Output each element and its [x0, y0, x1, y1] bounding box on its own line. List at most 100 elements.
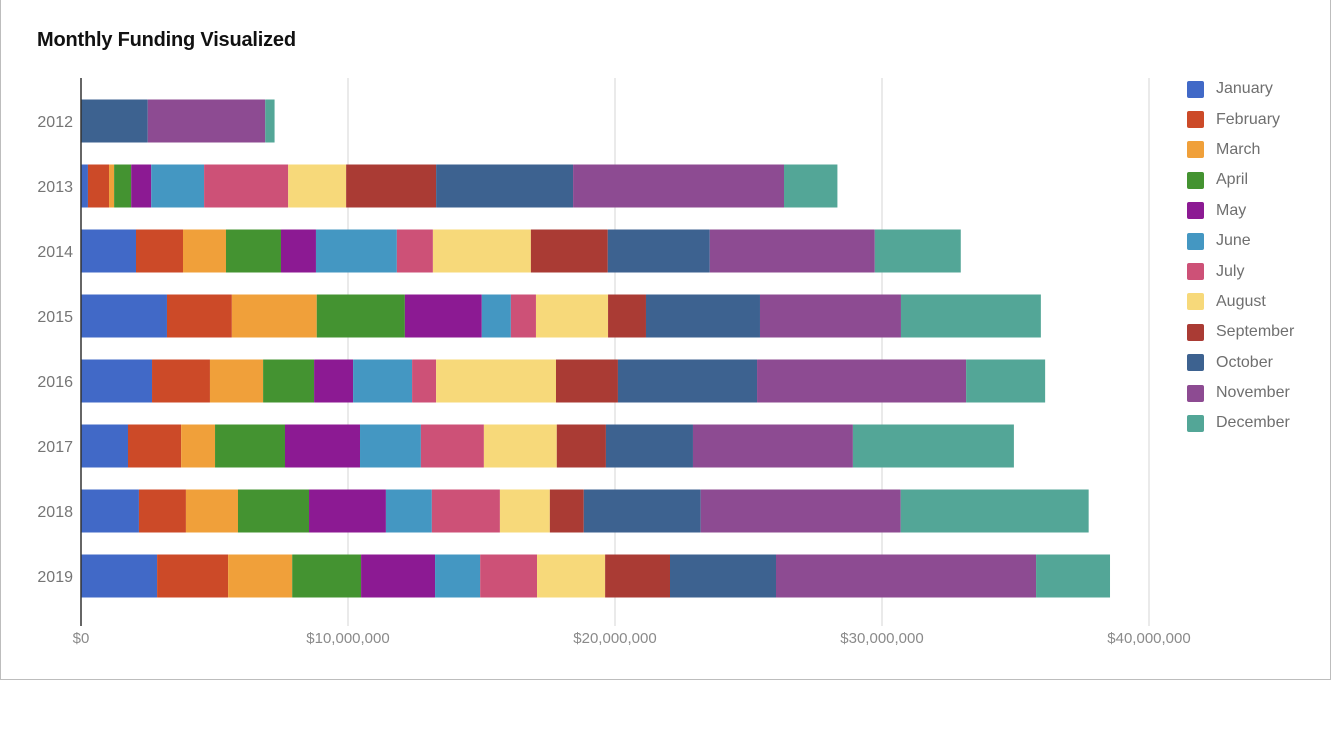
y-tick-label: 2015	[37, 309, 73, 326]
bar-segment-2015-december	[900, 294, 1041, 338]
bar-segment-2019-january	[81, 554, 158, 598]
bar-segment-2015-july	[510, 294, 536, 338]
bar-segment-2019-may	[361, 554, 436, 598]
bar-segment-2013-january	[81, 164, 88, 208]
legend-swatch	[1187, 354, 1204, 372]
bar-segment-2013-september	[346, 164, 437, 208]
bar-segment-2014-july	[396, 229, 433, 273]
legend-swatch	[1187, 141, 1204, 159]
bar-segment-2016-february	[152, 359, 210, 403]
legend-swatch	[1187, 80, 1204, 98]
bar-segment-2013-october	[436, 164, 574, 208]
bar-segment-2019-december	[1036, 554, 1111, 598]
legend-label: September	[1216, 323, 1295, 341]
legend-label: October	[1216, 353, 1273, 371]
bar-segment-2017-december	[852, 424, 1014, 468]
bar-segment-2013-november	[573, 164, 785, 208]
bar-segment-2019-april	[292, 554, 362, 598]
bar-segment-2013-august	[288, 164, 347, 208]
bar-segment-2015-april	[316, 294, 405, 338]
y-tick-label: 2019	[37, 569, 73, 586]
bar-segment-2014-october	[607, 229, 710, 273]
bar-segment-2013-may	[131, 164, 152, 208]
bar-segment-2018-june	[385, 489, 432, 533]
bar-segment-2017-may	[284, 424, 361, 468]
bar-segment-2012-october	[81, 99, 148, 143]
bar-segment-2018-january	[81, 489, 139, 533]
bar-segment-2016-august	[436, 359, 556, 403]
legend-swatch	[1187, 111, 1204, 129]
x-tick-label: $0	[73, 630, 90, 647]
bar-segment-2015-september	[608, 294, 646, 338]
legend-item: January	[1187, 74, 1294, 104]
bar-segment-2013-december	[784, 164, 838, 208]
y-tick-label: 2018	[37, 504, 73, 521]
bar-segment-2017-april	[215, 424, 285, 468]
y-tick-label: 2016	[37, 374, 73, 391]
bar-segment-2014-august	[432, 229, 531, 273]
chart-legend: January February March April May June July Augu…	[1187, 74, 1294, 439]
bar-segment-2016-april	[263, 359, 315, 403]
bar-segment-2018-may	[309, 489, 386, 533]
bar-segment-2014-january	[81, 229, 137, 273]
bar-segment-2014-november	[709, 229, 875, 273]
legend-item: August	[1187, 287, 1294, 317]
bar-segment-2019-november	[776, 554, 1037, 598]
legend-swatch	[1187, 232, 1204, 250]
legend-label: March	[1216, 140, 1261, 158]
bar-segment-2015-march	[231, 294, 317, 338]
legend-label: December	[1216, 414, 1290, 432]
bar-segment-2012-december	[265, 99, 275, 143]
bar-segment-2017-september	[556, 424, 606, 468]
bar-segment-2017-june	[360, 424, 421, 468]
legend-item: November	[1187, 378, 1294, 408]
bar-segment-2017-october	[605, 424, 693, 468]
legend-swatch	[1187, 293, 1204, 311]
bar-segment-2013-june	[151, 164, 205, 208]
bar-segment-2014-march	[182, 229, 226, 273]
legend-item: May	[1187, 196, 1294, 226]
bar-segment-2012-november	[147, 99, 266, 143]
legend-swatch	[1187, 384, 1204, 402]
bar-segment-2018-october	[583, 489, 701, 533]
legend-item: December	[1187, 408, 1294, 438]
x-tick-label: $40,000,000	[1107, 630, 1190, 647]
bar-segment-2018-november	[700, 489, 901, 533]
bar-segment-2019-august	[537, 554, 606, 598]
bar-segment-2018-february	[138, 489, 186, 533]
bar-segment-2013-april	[114, 164, 132, 208]
legend-label: July	[1216, 262, 1245, 280]
bar-segment-2018-april	[237, 489, 310, 533]
bar-segment-2016-june	[353, 359, 413, 403]
bar-segment-2019-september	[605, 554, 671, 598]
bar-segment-2016-september	[555, 359, 618, 403]
bar-segment-2019-october	[670, 554, 777, 598]
bar-segment-2015-may	[404, 294, 482, 338]
chart-title: Monthly Funding Visualized	[37, 29, 296, 51]
bar-segment-2016-march	[209, 359, 264, 403]
bar-segment-2014-february	[136, 229, 183, 273]
bar-segment-2015-june	[481, 294, 511, 338]
y-tick-label: 2014	[37, 244, 73, 261]
bar-segment-2017-march	[181, 424, 216, 468]
bar-segment-2016-may	[314, 359, 354, 403]
legend-item: October	[1187, 348, 1294, 378]
legend-label: August	[1216, 292, 1266, 310]
bar-segment-2018-march	[185, 489, 238, 533]
y-tick-label: 2017	[37, 439, 73, 456]
bar-segment-2017-february	[127, 424, 182, 468]
bar-segment-2019-june	[435, 554, 481, 598]
bar-segment-2013-february	[87, 164, 110, 208]
bar-segment-2016-january	[81, 359, 153, 403]
bar-segment-2018-july	[431, 489, 500, 533]
bar-segment-2017-august	[483, 424, 557, 468]
bar-segment-2018-december	[900, 489, 1089, 533]
legend-item: March	[1187, 135, 1294, 165]
legend-label: May	[1216, 201, 1247, 219]
legend-item: February	[1187, 104, 1294, 134]
legend-item: June	[1187, 226, 1294, 256]
bar-segment-2018-september	[549, 489, 584, 533]
bar-segment-2014-december	[874, 229, 961, 273]
legend-swatch	[1187, 202, 1204, 220]
legend-swatch	[1187, 263, 1204, 281]
